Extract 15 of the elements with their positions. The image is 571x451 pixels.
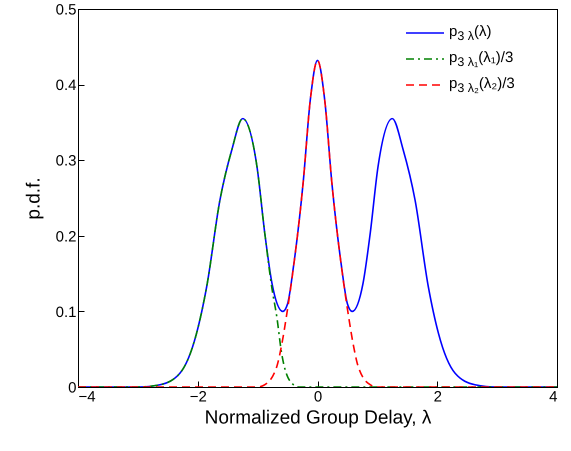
y-tick-label: 0.4 [56, 77, 76, 94]
y-axis-title: p.d.f. [24, 177, 45, 220]
legend-label: p$_{3 λ}$(λ) [449, 22, 492, 43]
x-tick-label: 2 [434, 388, 442, 406]
x-tick-label: −4 [78, 388, 96, 406]
y-tick-label: 0.2 [56, 228, 76, 246]
x-tick-label: 4 [549, 388, 558, 406]
y-tick-label: 0.1 [56, 304, 76, 321]
x-axis-title: Normalized Group Delay, λ [204, 408, 432, 428]
x-tick-label: −2 [190, 388, 207, 406]
y-tick-label: 0.5 [56, 2, 76, 18]
legend-label: p$_{3 λ₁}$(λ₁)/3 [449, 48, 514, 69]
y-tick-label: 0.3 [56, 152, 76, 170]
x-tick-label: 0 [314, 388, 322, 406]
legend-label: p$_{3 λ₂}$(λ₂)/3 [449, 74, 515, 95]
